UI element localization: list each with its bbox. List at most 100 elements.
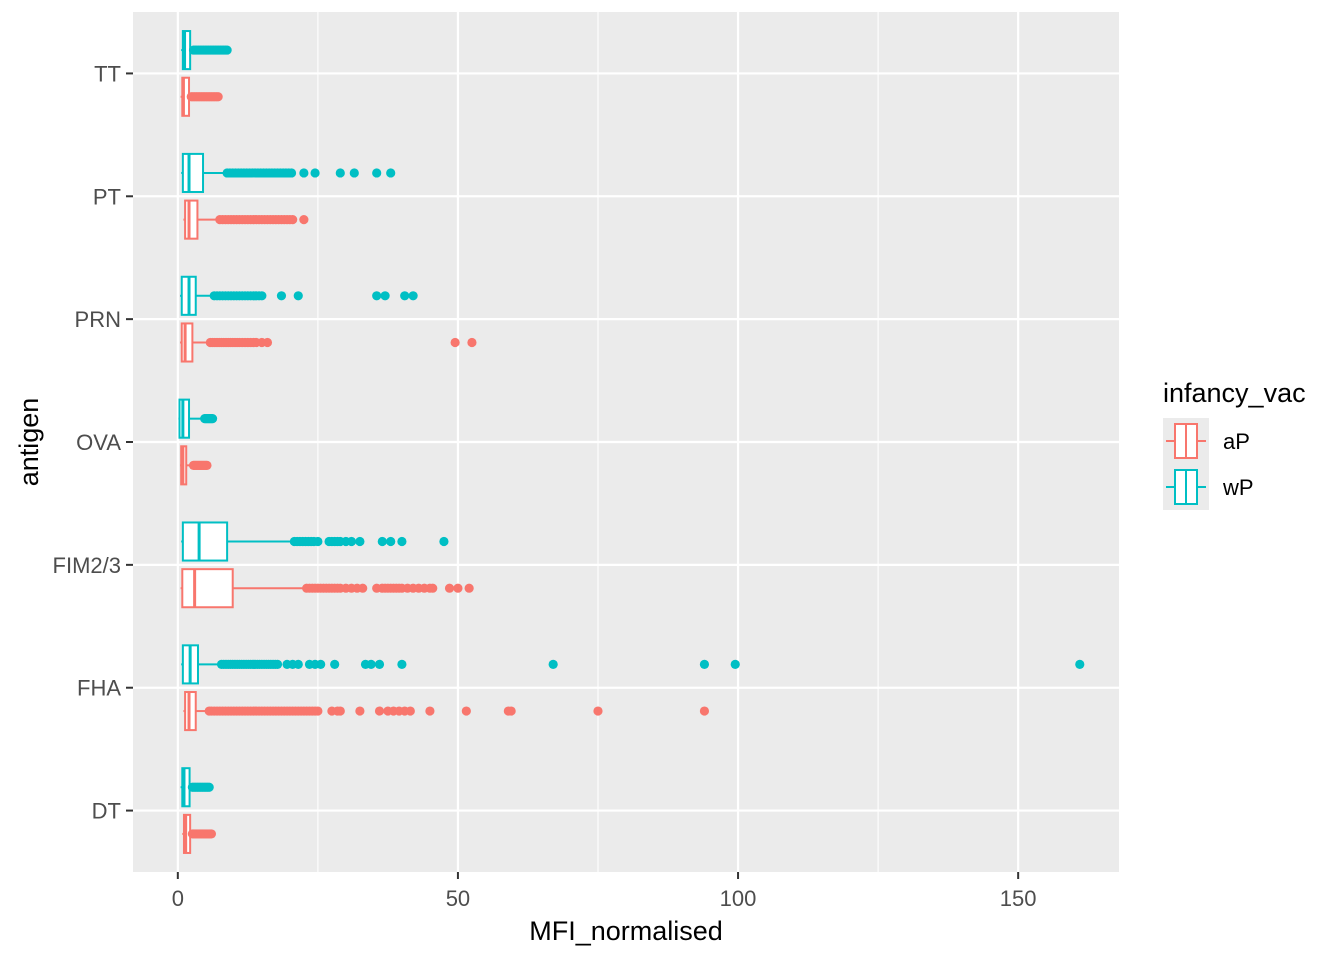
- outlier-point: [374, 706, 385, 716]
- outlier-point: [222, 45, 232, 55]
- outlier-point: [464, 583, 474, 593]
- box-aP-TT: [180, 76, 223, 117]
- outlier-point: [358, 583, 368, 593]
- outlier-point: [386, 168, 396, 178]
- outlier-point: [428, 583, 438, 593]
- box-iqr: [181, 521, 229, 562]
- box-iqr: [181, 568, 234, 609]
- outlier-point: [316, 659, 326, 669]
- outlier-point: [397, 659, 407, 669]
- y-tick-label: PT: [93, 184, 121, 209]
- y-tick-label: PRN: [75, 307, 121, 332]
- outlier-point: [506, 706, 516, 716]
- outlier-point: [372, 291, 382, 301]
- outlier-point: [349, 168, 359, 178]
- legend: infancy_vac aP wP: [1163, 378, 1306, 512]
- box-wP-OVA: [178, 398, 218, 439]
- outlier-point: [346, 536, 357, 547]
- y-tick-label: OVA: [76, 430, 121, 455]
- y-axis-title: antigen: [14, 398, 44, 487]
- box-iqr: [180, 322, 194, 363]
- outlier-point: [313, 706, 323, 716]
- outlier-point: [730, 659, 740, 669]
- legend-label-aP: aP: [1223, 429, 1250, 454]
- outlier-point: [405, 706, 415, 716]
- x-tick-label: 0: [172, 886, 184, 911]
- outlier-point: [425, 706, 435, 716]
- outlier-point: [272, 659, 283, 669]
- legend-key-wP: [1163, 464, 1209, 510]
- y-tick-label: FIM2/3: [53, 553, 121, 578]
- axes-layer: 0 50 100 150 DT FHA FIM2/3 OVA PRN PT TT: [53, 61, 1037, 911]
- outlier-point: [262, 337, 273, 348]
- outlier-point: [593, 706, 603, 716]
- outlier-point: [408, 291, 418, 301]
- outlier-point: [293, 291, 303, 301]
- outlier-point: [699, 659, 710, 669]
- box-iqr: [184, 199, 199, 240]
- outlier-point: [257, 291, 267, 301]
- outlier-point: [207, 414, 218, 424]
- outlier-point: [335, 168, 345, 178]
- outlier-point: [213, 92, 223, 102]
- outlier-point: [310, 168, 320, 178]
- outlier-point: [386, 536, 396, 547]
- outlier-point: [374, 659, 385, 669]
- legend-title: infancy_vac: [1163, 378, 1306, 408]
- box-aP-FIM2/3: [180, 568, 474, 609]
- outlier-point: [453, 583, 463, 593]
- legend-key-aP: [1163, 418, 1209, 464]
- box-aP-DT: [182, 813, 217, 854]
- outlier-point: [380, 291, 390, 301]
- x-tick-label: 150: [1000, 886, 1037, 911]
- outlier-point: [439, 536, 449, 547]
- x-axis-title: MFI_normalised: [529, 916, 723, 946]
- outlier-point: [377, 536, 387, 547]
- outlier-point: [397, 536, 407, 547]
- outlier-point: [204, 782, 214, 792]
- x-tick-label: 50: [446, 886, 470, 911]
- outlier-point: [400, 291, 410, 301]
- grid-lines: [133, 12, 1119, 872]
- outlier-point: [366, 659, 376, 669]
- box-wP-TT: [181, 30, 232, 71]
- outlier-point: [330, 659, 340, 669]
- box-aP-OVA: [180, 445, 212, 486]
- outlier-point: [355, 536, 365, 547]
- outlier-point: [548, 659, 558, 669]
- x-tick-label: 100: [720, 886, 757, 911]
- legend-label-wP: wP: [1222, 475, 1254, 500]
- box-aP-PT: [183, 199, 309, 240]
- box-wP-PRN: [180, 275, 418, 316]
- outlier-point: [313, 536, 323, 547]
- box-wP-FIM2/3: [181, 521, 449, 562]
- outlier-point: [467, 337, 477, 348]
- outlier-point: [335, 706, 345, 716]
- outlier-point: [372, 168, 382, 178]
- box-wP-PT: [181, 152, 396, 193]
- box-aP-FHA: [183, 691, 710, 732]
- outlier-point: [355, 706, 365, 716]
- box-wP-DT: [180, 767, 214, 808]
- outlier-point: [202, 460, 212, 470]
- y-tick-label: DT: [92, 799, 121, 824]
- outlier-point: [276, 291, 287, 301]
- outlier-point: [288, 215, 298, 225]
- outlier-point: [299, 215, 309, 225]
- y-tick-label: FHA: [77, 676, 121, 701]
- box-aP-PRN: [180, 322, 477, 363]
- box-wP-FHA: [181, 644, 1085, 685]
- box-iqr: [181, 152, 205, 193]
- outlier-point: [699, 706, 710, 716]
- outlier-point: [450, 337, 460, 348]
- outlier-point: [1075, 659, 1085, 669]
- outlier-point: [286, 168, 297, 178]
- outlier-point: [444, 583, 455, 593]
- y-tick-label: TT: [94, 61, 121, 86]
- outlier-point: [293, 659, 303, 669]
- boxes-layer: [178, 30, 1085, 854]
- outlier-point: [299, 168, 309, 178]
- outlier-point: [461, 706, 471, 716]
